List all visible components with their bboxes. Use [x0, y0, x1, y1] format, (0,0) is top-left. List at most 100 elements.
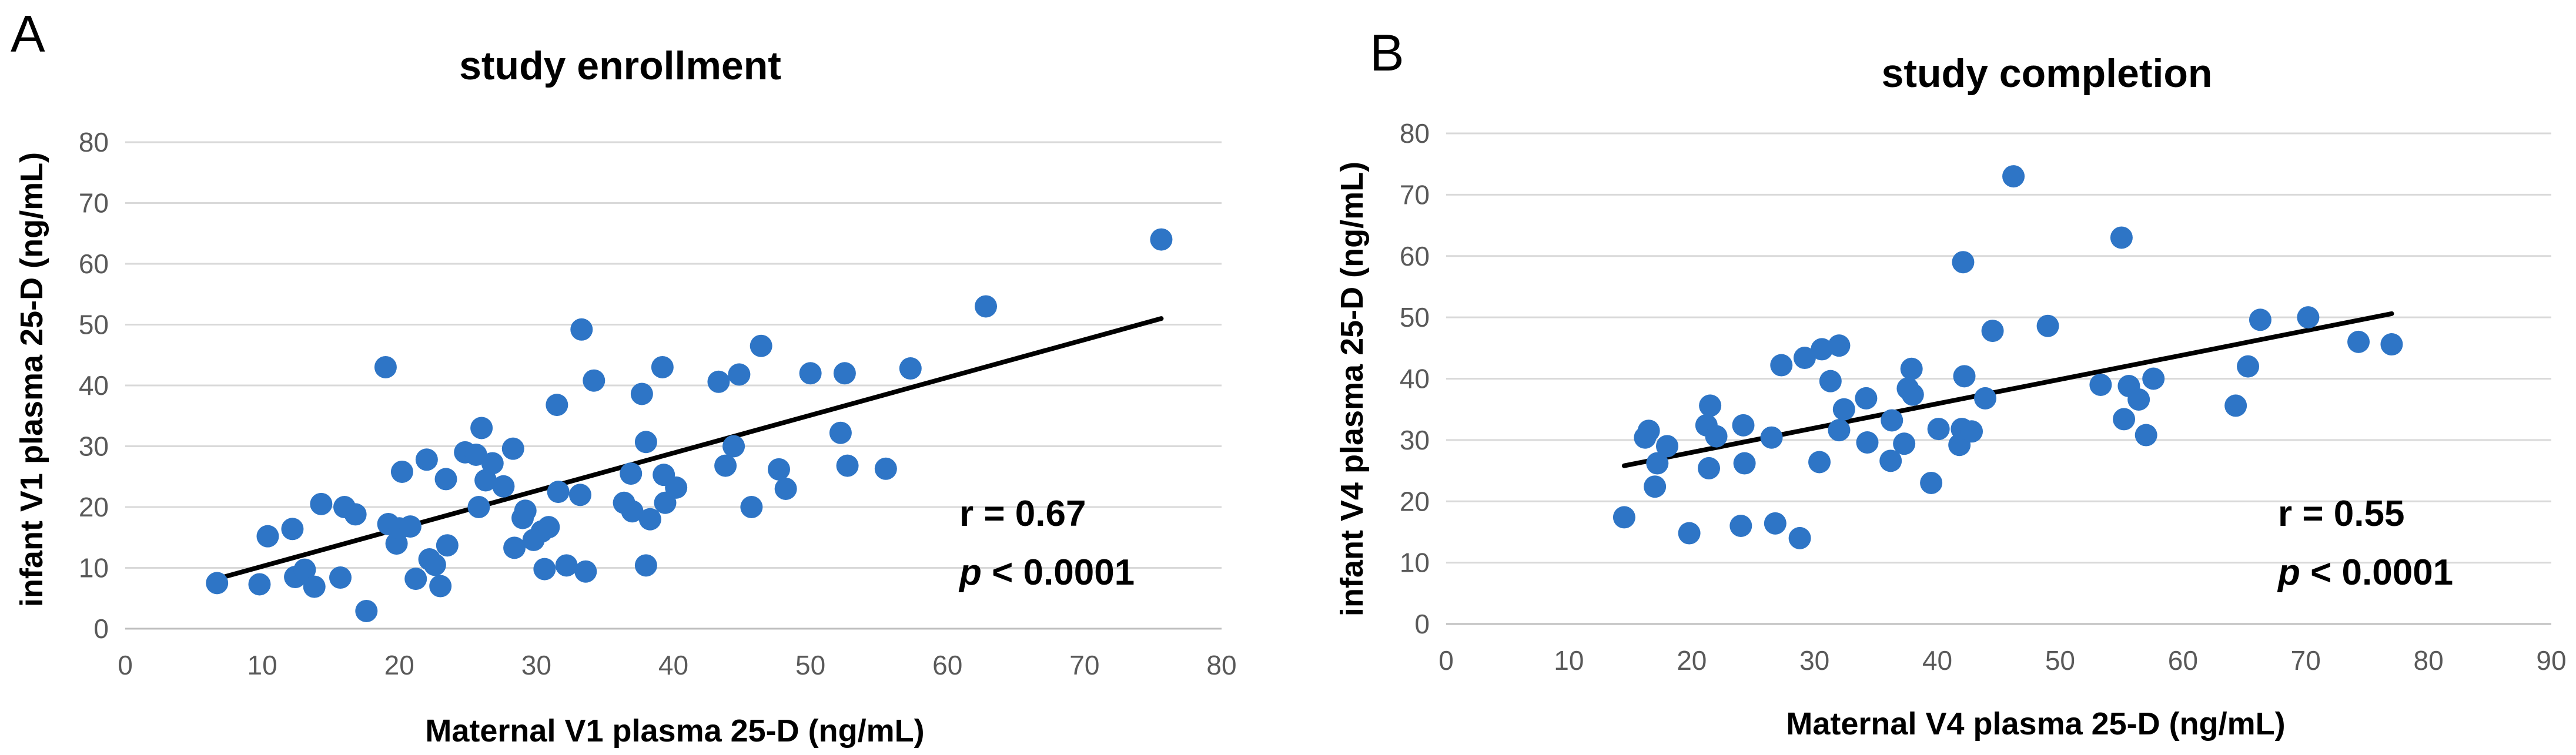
panel-a-x-tick-20: 20 [384, 650, 414, 680]
panel-a-point-45 [574, 560, 597, 583]
panel-a-point-68 [833, 362, 856, 385]
panel-a-x-tick-80: 80 [1206, 650, 1236, 680]
panel-b-x-tick-10: 10 [1554, 645, 1584, 676]
panel-b-point-31 [1900, 357, 1923, 380]
panel-b-point-52 [2237, 355, 2260, 378]
panel-b-point-53 [2249, 308, 2271, 331]
panel-b-point-13 [1733, 452, 1756, 475]
panel-a-point-41 [547, 481, 570, 504]
panel-a-y-tick-30: 30 [79, 431, 109, 462]
panel-a-point-11 [355, 599, 378, 622]
panel-b-point-37 [1952, 251, 1975, 274]
panel-a-point-59 [714, 454, 737, 477]
panel-a-point-62 [740, 496, 763, 518]
panel-a-point-6 [303, 575, 326, 598]
panel-b-point-19 [1808, 451, 1831, 474]
panel-a-chart: A study enrollment 0 10 20 30 40 50 60 70 80 0 10… [11, 5, 1237, 749]
panel-a-point-44 [570, 318, 593, 341]
panel-b-point-9 [1699, 394, 1722, 417]
panel-a-point-10 [344, 503, 367, 526]
panel-a-point-7 [310, 492, 333, 515]
panel-b-point-46 [2113, 408, 2136, 431]
panel-a-point-50 [630, 382, 653, 405]
panel-a-y-tick-20: 20 [79, 492, 109, 522]
panel-a-point-70 [874, 457, 897, 480]
panel-a-point-23 [434, 468, 457, 491]
panel-b-point-54 [2297, 306, 2320, 329]
panel-a-x-tick-10: 10 [247, 650, 277, 680]
panel-a-r-value: r = 0.67 [959, 494, 1086, 534]
panel-b-point-27 [1879, 449, 1902, 472]
panel-b-point-29 [1893, 432, 1916, 455]
panel-a-point-46 [583, 369, 605, 392]
panel-b-point-50 [2142, 367, 2165, 390]
panel-b-point-28 [1881, 409, 1903, 432]
panel-a-trendline [215, 316, 1164, 582]
panel-b-point-41 [1981, 320, 2004, 343]
panel-b-y-tick-labels: 0 10 20 30 40 50 60 70 80 [1400, 118, 1430, 639]
panel-a-point-52 [634, 554, 657, 577]
panel-a-y-tick-10: 10 [79, 553, 109, 583]
panel-a-point-16 [390, 460, 413, 483]
panel-a-y-axis-label: infant V1 plasma 25-D (ng/mL) [14, 152, 49, 607]
panel-b-y-tick-20: 20 [1400, 486, 1430, 516]
panel-a-title: study enrollment [459, 43, 781, 88]
panel-a-point-29 [474, 469, 497, 492]
panel-a-point-61 [728, 363, 751, 386]
panel-a-point-30 [481, 452, 504, 475]
panel-a-x-tick-0: 0 [118, 650, 133, 680]
panel-b-point-43 [2036, 314, 2059, 337]
panel-a-point-42 [555, 554, 578, 577]
panel-b-p-value: p < 0.0001 [2277, 552, 2453, 593]
panel-b-x-tick-60: 60 [2168, 645, 2198, 676]
panel-a-point-39 [537, 516, 560, 539]
panel-a-y-tick-40: 40 [79, 370, 109, 401]
panel-a-y-tick-0: 0 [93, 613, 109, 644]
panel-b-point-56 [2380, 333, 2403, 356]
panel-b-x-tick-70: 70 [2291, 645, 2321, 676]
panel-a-point-60 [722, 435, 745, 458]
panel-a-x-tick-40: 40 [658, 650, 688, 680]
panel-b-x-tick-20: 20 [1677, 645, 1707, 676]
panel-b-point-40 [1974, 387, 1997, 410]
panel-a-point-43 [568, 484, 591, 506]
panel-b-x-tick-90: 90 [2536, 645, 2566, 676]
panel-b-x-tick-40: 40 [1922, 645, 1952, 676]
panel-b-x-axis-label: Maternal V4 plasma 25-D (ng/mL) [1786, 706, 2285, 741]
panel-b-y-tick-30: 30 [1400, 425, 1430, 455]
panel-b-point-6 [1678, 522, 1701, 545]
panel-b-p-threshold: < 0.0001 [2300, 552, 2453, 593]
panel-b-point-18 [1793, 347, 1816, 370]
panel-b-point-51 [2224, 394, 2247, 417]
panel-b-point-8 [1698, 457, 1721, 479]
panel-b-point-15 [1764, 512, 1787, 535]
panel-b-y-tick-60: 60 [1400, 241, 1430, 271]
panel-b-x-tick-50: 50 [2045, 645, 2075, 676]
panel-b-point-44 [2089, 373, 2112, 396]
panel-b-point-34 [1927, 418, 1950, 441]
panel-a-p-value: p < 0.0001 [958, 552, 1135, 593]
panel-b-y-tick-40: 40 [1400, 364, 1430, 394]
panel-a-point-18 [404, 568, 427, 590]
panel-a-point-26 [464, 443, 487, 466]
panel-a-point-57 [665, 476, 688, 499]
panel-a-y-tick-50: 50 [79, 310, 109, 340]
panel-b-point-2 [1637, 420, 1660, 442]
panel-b-y-tick-0: 0 [1414, 609, 1430, 639]
panel-a-point-63 [750, 334, 772, 357]
panel-b-point-26 [1856, 431, 1879, 454]
panel-a-point-32 [501, 437, 524, 460]
panel-b-y-tick-80: 80 [1400, 118, 1430, 149]
panel-b-r-value: r = 0.55 [2278, 494, 2404, 534]
panel-a-point-54 [651, 355, 674, 378]
panel-a-points [206, 228, 1173, 622]
panel-b-point-20 [1811, 338, 1834, 361]
panel-b-point-17 [1788, 526, 1811, 549]
panel-a-point-12 [374, 355, 397, 378]
panel-a-point-38 [533, 558, 556, 580]
panel-a-x-tick-70: 70 [1069, 650, 1099, 680]
panel-b-point-10 [1705, 425, 1728, 448]
panel-b-x-tick-labels: 0 10 20 30 40 50 60 70 80 90 [1438, 645, 2566, 676]
panel-b-title: study completion [1882, 51, 2213, 96]
